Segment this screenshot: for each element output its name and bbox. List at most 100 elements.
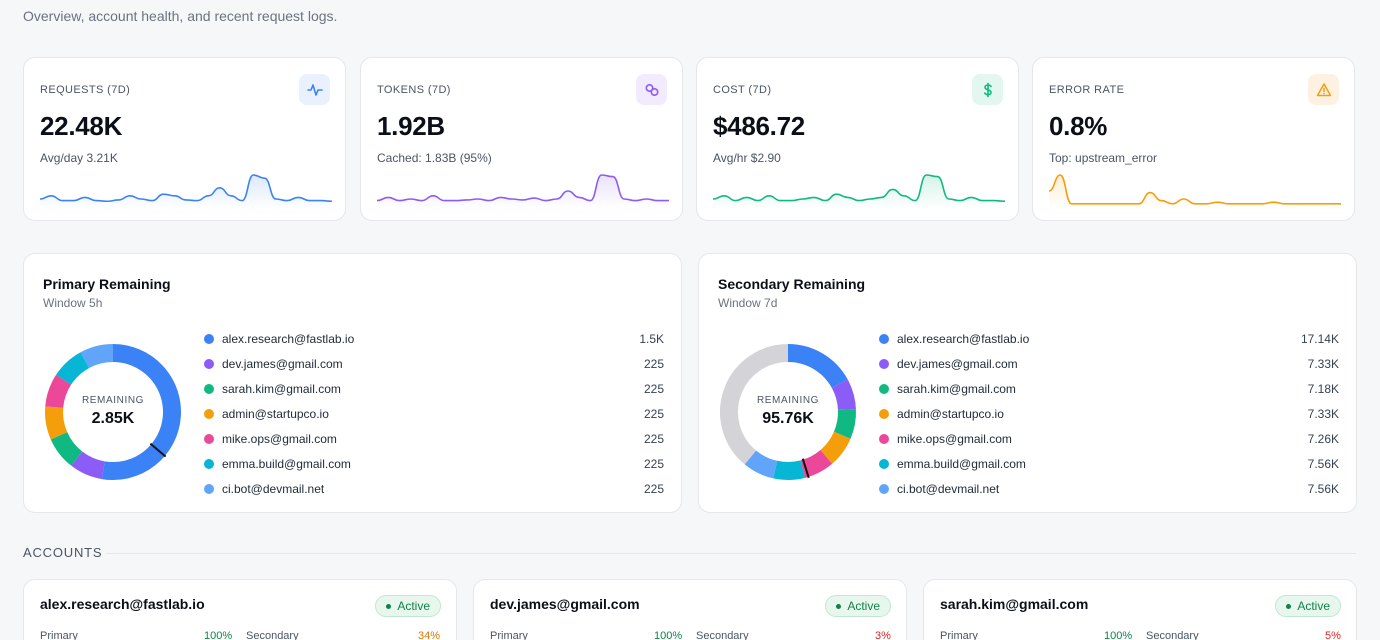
donut-segment-3: [45, 406, 68, 440]
sparkline-area: [377, 175, 669, 209]
secondary-label: Secondary: [1146, 630, 1199, 640]
stat-card-cost: COST (7D) $486.72 Avg/hr $2.90: [696, 57, 1019, 221]
account-email: alex.research@fastlab.io: [40, 596, 205, 612]
donut-center-label: REMAINING: [81, 395, 145, 406]
legend-value: 225: [643, 406, 664, 421]
legend-value: 225: [643, 356, 664, 371]
secondary-percent: 34%: [418, 630, 441, 640]
legend-dot-icon: [879, 433, 889, 444]
secondary-donut-chart: [720, 344, 856, 480]
legend-email: mike.ops@gmail.com: [222, 431, 337, 446]
secondary-legend: alex.research@fastlab.io 17.14K dev.james@…: [879, 326, 1339, 501]
stat-sub: Top: upstream_error: [1049, 151, 1158, 165]
stat-card-error-rate: ERROR RATE 0.8% Top: upstream_error: [1032, 57, 1355, 221]
sparkline-area: [713, 175, 1005, 209]
warning-icon: [1308, 74, 1339, 105]
donut-center-value: 95.76K: [762, 410, 814, 427]
primary-legend: alex.research@fastlab.io 1.5K dev.james@gm…: [204, 326, 664, 501]
link-icon: [636, 74, 667, 105]
legend-dot-icon: [879, 358, 889, 369]
legend-value: 225: [643, 456, 664, 471]
account-card[interactable]: sarah.kim@gmail.com Active Primary 100% …: [923, 579, 1357, 640]
status-dot-icon: [1286, 603, 1292, 609]
sparkline-line: [1049, 174, 1341, 205]
section-divider: [106, 553, 1356, 554]
donut-segment-2: [833, 409, 856, 439]
status-badge: Active: [825, 595, 891, 617]
legend-email: mike.ops@gmail.com: [897, 431, 1012, 446]
stat-label: TOKENS (7D): [377, 84, 451, 96]
primary-label: Primary: [40, 630, 78, 640]
legend-email: ci.bot@devmail.net: [897, 481, 1000, 496]
account-email: sarah.kim@gmail.com: [940, 596, 1089, 612]
primary-label: Primary: [490, 630, 528, 640]
donut-segment-0: [101, 344, 181, 480]
legend-row: admin@startupco.io 225: [204, 401, 664, 426]
panel-title: Secondary Remaining: [718, 276, 866, 292]
panel-window: Window 5h: [43, 296, 103, 310]
legend-email: alex.research@fastlab.io: [897, 331, 1030, 346]
stat-sub: Avg/day 3.21K: [40, 151, 118, 165]
legend-dot-icon: [879, 333, 889, 344]
legend-row: admin@startupco.io 7.33K: [879, 401, 1339, 426]
legend-value: 7.26K: [1307, 431, 1339, 446]
secondary-percent: 3%: [875, 630, 891, 640]
donut-used-segment: [720, 344, 789, 465]
primary-percent: 100%: [654, 630, 683, 640]
account-card[interactable]: alex.research@fastlab.io Active Primary …: [23, 579, 457, 640]
status-dot-icon: [386, 603, 392, 609]
legend-email: emma.build@gmail.com: [222, 456, 351, 471]
status-text: Active: [397, 599, 430, 613]
legend-email: alex.research@fastlab.io: [222, 331, 355, 346]
status-dot-icon: [836, 603, 842, 609]
stat-value: 0.8%: [1049, 111, 1108, 141]
donut-marker: [149, 442, 167, 458]
legend-value: 7.33K: [1307, 406, 1339, 421]
status-badge: Active: [375, 595, 441, 617]
activity-icon: [299, 74, 330, 105]
legend-row: sarah.kim@gmail.com 7.18K: [879, 376, 1339, 401]
panel-title: Primary Remaining: [43, 276, 171, 292]
account-email: dev.james@gmail.com: [490, 596, 640, 612]
legend-value: 225: [643, 381, 664, 396]
accounts-section-title: ACCOUNTS: [23, 545, 103, 560]
donut-segment-5: [773, 460, 806, 480]
donut-segment-4: [45, 374, 72, 409]
sparkline-area: [40, 175, 332, 209]
legend-row: ci.bot@devmail.net 7.56K: [879, 476, 1339, 501]
legend-email: ci.bot@devmail.net: [222, 481, 325, 496]
sparkline-line: [377, 174, 669, 202]
legend-dot-icon: [204, 433, 214, 444]
secondary-percent: 5%: [1325, 630, 1341, 640]
legend-dot-icon: [204, 458, 214, 469]
status-text: Active: [847, 599, 880, 613]
legend-value: 7.56K: [1307, 481, 1339, 496]
stat-value: $486.72: [713, 111, 805, 141]
donut-segment-2: [50, 431, 83, 466]
dollar-icon: [972, 74, 1003, 105]
page-subtitle: Overview, account health, and recent req…: [23, 8, 338, 24]
stat-card-requests: REQUESTS (7D) 22.48K Avg/day 3.21K: [23, 57, 346, 221]
legend-email: emma.build@gmail.com: [897, 456, 1026, 471]
error-rate-sparkline: [1049, 174, 1341, 209]
stat-label: ERROR RATE: [1049, 84, 1125, 96]
legend-dot-icon: [879, 458, 889, 469]
stat-sub: Avg/hr $2.90: [713, 151, 781, 165]
legend-row: mike.ops@gmail.com 7.26K: [879, 426, 1339, 451]
account-card[interactable]: dev.james@gmail.com Active Primary 100% …: [473, 579, 907, 640]
status-text: Active: [1297, 599, 1330, 613]
legend-row: dev.james@gmail.com 225: [204, 351, 664, 376]
legend-dot-icon: [204, 333, 214, 344]
secondary-label: Secondary: [246, 630, 299, 640]
donut-segment-5: [56, 352, 90, 385]
legend-row: ci.bot@devmail.net 225: [204, 476, 664, 501]
legend-row: sarah.kim@gmail.com 225: [204, 376, 664, 401]
primary-donut-chart: [45, 344, 181, 480]
donut-center-label: REMAINING: [756, 395, 820, 406]
donut-segment-4: [800, 449, 833, 478]
panel-window: Window 7d: [718, 296, 778, 310]
legend-email: dev.james@gmail.com: [897, 356, 1018, 371]
donut-segment-6: [80, 344, 114, 369]
legend-value: 7.18K: [1307, 381, 1339, 396]
primary-percent: 100%: [1104, 630, 1133, 640]
